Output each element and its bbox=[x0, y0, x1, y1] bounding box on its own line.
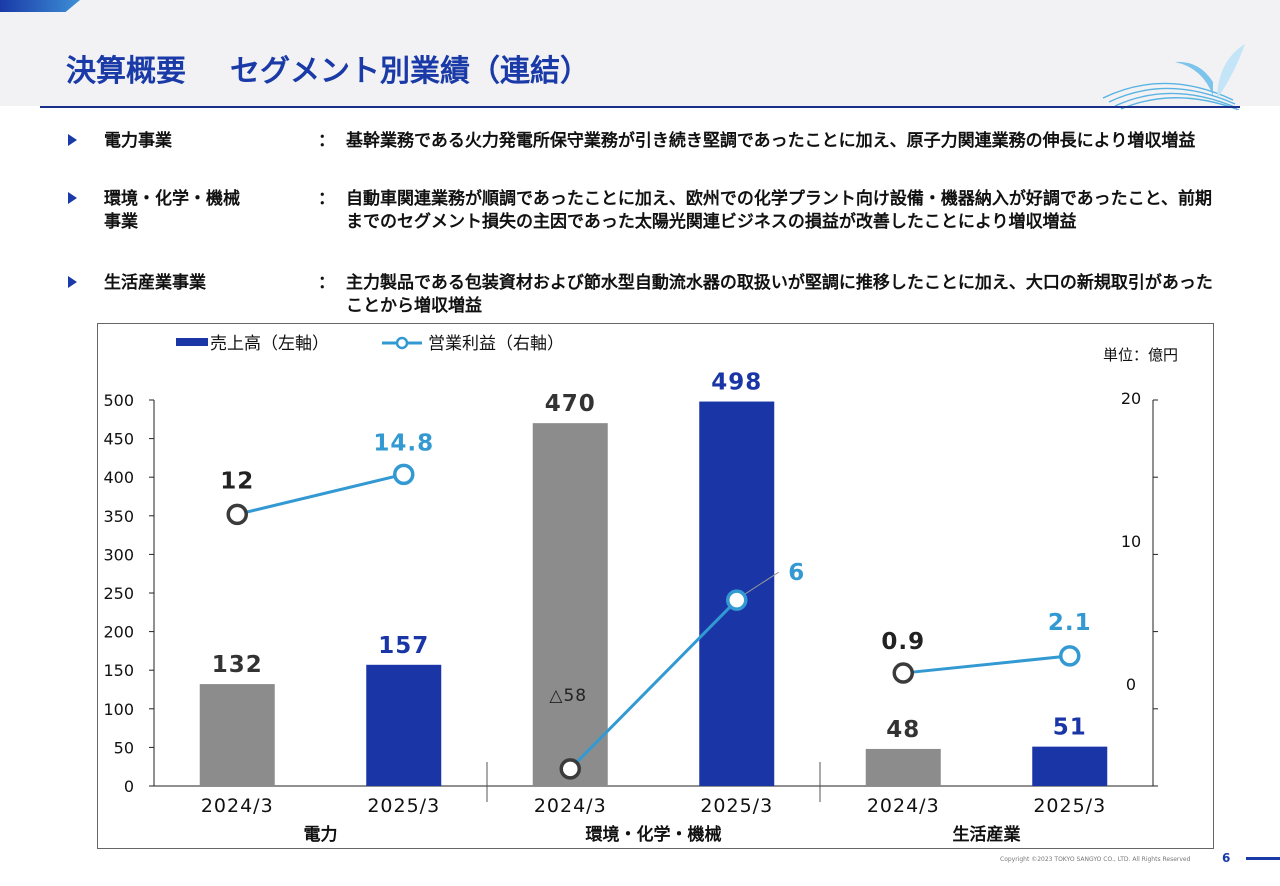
corner-accent bbox=[0, 0, 80, 12]
profit-data-label: 12 bbox=[220, 468, 254, 494]
bullet-label: 電力事業 bbox=[104, 131, 172, 151]
profit-marker bbox=[393, 463, 415, 486]
title-subtitle: セグメント別業績（連結） bbox=[230, 54, 590, 89]
group-label: 環境・化学・機械 bbox=[586, 824, 722, 845]
bullet-marker-icon bbox=[68, 276, 77, 288]
profit-line-segment bbox=[903, 654, 1070, 675]
legend-bar-swatch bbox=[176, 338, 208, 346]
header-divider bbox=[40, 106, 1240, 108]
bullet-marker-icon bbox=[68, 192, 77, 204]
x-tick-label: 2025/3 bbox=[1033, 795, 1106, 817]
x-tick-label: 2024/3 bbox=[867, 795, 940, 817]
bar-data-label: 157 bbox=[378, 633, 429, 659]
profit-data-label: △58 bbox=[549, 686, 587, 706]
x-tick-label: 2024/3 bbox=[534, 795, 607, 817]
bar-data-label: 48 bbox=[886, 717, 920, 743]
profit-data-label: 6 bbox=[788, 560, 805, 586]
left-axis-tick-label: 0 bbox=[124, 777, 134, 796]
bar-2024-3-2 bbox=[532, 423, 608, 786]
sprout-logo-icon bbox=[1102, 44, 1245, 110]
profit-data-label: 14.8 bbox=[373, 430, 434, 456]
bullet-colon: ： bbox=[318, 131, 335, 151]
left-axis-tick-label: 100 bbox=[103, 700, 134, 719]
chart-frame: 0 50 100 150 200 250 300 350 400 450 500 0 10 20 132 15… bbox=[97, 323, 1214, 849]
left-axis-tick-label: 200 bbox=[103, 623, 134, 642]
profit-marker bbox=[892, 662, 914, 684]
unit-label: 単位：億円 bbox=[1103, 346, 1178, 364]
bullet-text: 主力製品である包装資材および節水型自動流水器の取扱いが堅調に推移したことに加え、… bbox=[346, 273, 1213, 316]
left-axis-tick-label: 150 bbox=[103, 661, 134, 680]
bullet-label: 生活産業事業 bbox=[104, 273, 206, 293]
bar-2024-3-4 bbox=[865, 748, 941, 786]
right-axis-tick-label: 20 bbox=[1121, 389, 1141, 408]
bar-data-label: 470 bbox=[545, 391, 596, 417]
left-axis-tick-label: 50 bbox=[114, 738, 134, 757]
left-axis-tick-label: 300 bbox=[103, 545, 134, 564]
bar-data-label: 498 bbox=[711, 370, 762, 396]
legend-bar-label: 売上高（左軸） bbox=[210, 334, 329, 354]
group-label: 電力 bbox=[304, 824, 338, 845]
profit-marker bbox=[1059, 645, 1081, 667]
left-axis-tick-label: 500 bbox=[103, 391, 134, 410]
profit-data-label: 2.1 bbox=[1048, 610, 1092, 636]
segment-chart: 0 50 100 150 200 250 300 350 400 450 500 0 10 20 132 15… bbox=[103, 334, 1178, 845]
left-axis-tick-label: 400 bbox=[103, 468, 134, 487]
bar-2024-3-0 bbox=[199, 684, 275, 786]
bullet-colon: ： bbox=[318, 189, 335, 209]
profit-marker bbox=[559, 758, 581, 780]
page-bar bbox=[1246, 857, 1280, 860]
right-axis-tick-label: 10 bbox=[1121, 532, 1141, 551]
bullet-text: 自動車関連業務が順調であったことに加え、欧州での化学プラント向け設備・機器納入が… bbox=[346, 189, 1212, 232]
profit-data-label: 0.9 bbox=[881, 629, 925, 655]
page-number: 6 bbox=[1222, 851, 1231, 865]
left-axis-tick-label: 250 bbox=[103, 584, 134, 603]
profit-line-segment bbox=[569, 599, 738, 770]
bar-data-label: 51 bbox=[1053, 715, 1087, 741]
profit-marker bbox=[726, 589, 748, 611]
profit-marker bbox=[226, 503, 248, 526]
bullet-text: 基幹業務である火力発電所保守業務が引き続き堅調であったことに加え、原子力関連業務… bbox=[346, 131, 1196, 151]
leader-line bbox=[744, 571, 780, 595]
page-title: 決算概要 セグメント別業績（連結） bbox=[66, 46, 590, 90]
bar-data-label: 132 bbox=[212, 652, 263, 678]
bar-2025-3-1 bbox=[366, 664, 442, 786]
left-axis-tick-label: 350 bbox=[103, 507, 134, 526]
bullet-marker-icon bbox=[68, 134, 77, 146]
left-axis-tick-label: 450 bbox=[103, 430, 134, 449]
footer-copyright: Copyright ©2023 TOKYO SANGYO CO., LTD. A… bbox=[1000, 856, 1191, 863]
group-label: 生活産業 bbox=[953, 824, 1021, 845]
bullet-label: 環境・化学・機械事業 bbox=[104, 189, 240, 232]
title-main: 決算概要 bbox=[66, 54, 186, 89]
legend-line-label: 営業利益（右軸） bbox=[428, 334, 564, 354]
x-tick-label: 2025/3 bbox=[367, 795, 440, 817]
profit-line-segment bbox=[236, 472, 405, 516]
bar-2025-3-5 bbox=[1032, 746, 1108, 786]
x-tick-label: 2024/3 bbox=[201, 795, 274, 817]
header-band bbox=[0, 0, 1280, 106]
x-tick-label: 2025/3 bbox=[700, 795, 773, 817]
legend-line-marker bbox=[395, 336, 409, 350]
bullet-colon: ： bbox=[318, 273, 335, 293]
right-axis-tick-label: 0 bbox=[1126, 675, 1136, 694]
